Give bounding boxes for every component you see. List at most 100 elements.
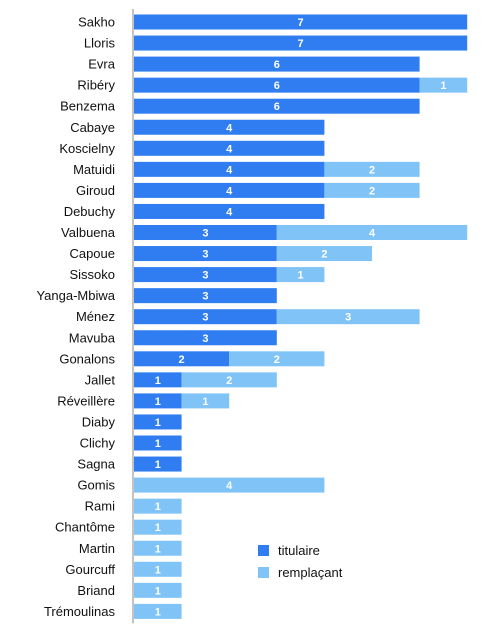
bar-value-label: 7 <box>298 17 304 29</box>
bar-value-label: 1 <box>155 438 161 450</box>
bar-value-label: 1 <box>155 585 161 597</box>
bar-value-label: 1 <box>440 80 446 92</box>
player-label: Martin <box>79 541 115 556</box>
player-label: Gourcuff <box>65 562 115 577</box>
bar-value-label: 1 <box>155 396 161 408</box>
legend-label-titulaire: titulaire <box>278 543 320 558</box>
player-label: Koscielny <box>59 141 115 156</box>
player-label: Benzema <box>60 99 116 114</box>
bar-value-label: 4 <box>226 480 233 492</box>
bar-value-label: 2 <box>369 185 375 197</box>
bar-value-label: 4 <box>226 143 233 155</box>
player-label: Rami <box>85 499 115 514</box>
bar-titulaire <box>134 35 468 51</box>
bar-remplacant <box>134 477 325 493</box>
bar-titulaire <box>134 330 277 346</box>
bar-value-label: 1 <box>155 564 161 576</box>
bar-value-label: 6 <box>274 101 280 113</box>
bar-titulaire <box>134 77 420 93</box>
bar-value-label: 2 <box>274 354 280 366</box>
bar-titulaire <box>134 246 277 262</box>
bar-remplacant <box>134 582 182 598</box>
bar-titulaire <box>134 119 325 135</box>
bar-value-label: 2 <box>179 354 185 366</box>
bar-titulaire <box>134 456 182 472</box>
player-label: Cabaye <box>70 120 115 135</box>
bar-value-label: 1 <box>155 459 161 471</box>
bar-value-label: 4 <box>226 206 233 218</box>
bar-titulaire <box>134 56 420 72</box>
bar-value-label: 2 <box>321 249 327 261</box>
bar-value-labels: 7 7 6 6 1 6 4 4 4 2 4 2 4 3 4 3 2 3 1 3 3 3 3 2 2 1 2 1 1 1 1 1 4 1 1 1 1 1 1 <box>155 17 447 618</box>
bar-titulaire <box>134 309 277 325</box>
bar-value-label: 4 <box>226 185 233 197</box>
bar-value-label: 1 <box>298 270 304 282</box>
bar-value-label: 3 <box>202 333 208 345</box>
player-label: Capoue <box>69 246 115 261</box>
legend-swatch-remplacant <box>258 567 269 578</box>
bar-titulaire <box>134 140 325 156</box>
player-label: Chantôme <box>55 520 115 535</box>
bar-titulaire <box>134 98 420 114</box>
player-label: Réveillère <box>57 393 115 408</box>
bar-remplacant <box>181 393 230 409</box>
bar-value-label: 1 <box>155 522 161 534</box>
player-label: Yanga-Mbiwa <box>36 288 115 303</box>
bar-titulaire <box>134 161 325 177</box>
bar-remplacant <box>229 351 325 367</box>
player-label: Diaby <box>82 414 116 429</box>
bar-titulaire <box>134 288 277 304</box>
bar-remplacant <box>324 182 420 198</box>
bar-remplacant <box>134 519 182 535</box>
bar-titulaire <box>134 203 325 219</box>
player-label: Ribéry <box>77 78 115 93</box>
bars <box>134 14 468 619</box>
bar-titulaire <box>134 351 230 367</box>
bar-remplacant <box>419 77 468 93</box>
bar-remplacant <box>134 561 182 577</box>
bar-titulaire <box>134 225 277 240</box>
bar-value-label: 1 <box>202 396 208 408</box>
bar-remplacant <box>324 161 420 177</box>
bar-value-label: 1 <box>155 375 161 387</box>
bar-value-label: 6 <box>274 59 280 71</box>
player-label: Clichy <box>80 436 116 451</box>
legend: titulaire remplaçant <box>258 543 343 580</box>
bar-value-label: 3 <box>202 312 208 324</box>
bar-titulaire <box>134 372 182 388</box>
player-label: Trémoulinas <box>44 604 116 619</box>
bar-remplacant <box>181 372 277 388</box>
bar-remplacant <box>276 309 420 325</box>
bar-value-label: 6 <box>274 80 280 92</box>
player-label: Sissoko <box>69 267 115 282</box>
player-label: Gonalons <box>59 351 115 366</box>
player-label: Jallet <box>85 372 116 387</box>
bar-value-label: 3 <box>202 228 208 240</box>
bar-value-label: 3 <box>202 291 208 303</box>
bar-value-label: 2 <box>369 164 375 176</box>
player-label: Matuidi <box>73 162 115 177</box>
bar-value-label: 3 <box>202 249 208 261</box>
player-label: Briand <box>77 583 115 598</box>
bar-remplacant <box>276 267 325 283</box>
bar-titulaire <box>134 14 468 30</box>
bar-titulaire <box>134 267 277 283</box>
bar-value-label: 7 <box>298 38 304 50</box>
bar-value-label: 1 <box>155 417 161 429</box>
bar-remplacant <box>134 498 182 514</box>
bar-value-label: 3 <box>345 312 351 324</box>
bar-value-label: 4 <box>226 122 233 134</box>
bar-titulaire <box>134 182 325 198</box>
bar-titulaire <box>134 393 182 409</box>
bar-titulaire <box>134 414 182 430</box>
player-label: Giroud <box>76 183 115 198</box>
player-label: Mavuba <box>69 330 116 345</box>
player-label: Debuchy <box>64 204 116 219</box>
player-label: Sagna <box>77 457 115 472</box>
player-labels: Sakho Lloris Evra Ribéry Benzema Cabaye Koscie… <box>36 15 115 619</box>
bar-remplacant <box>276 246 372 262</box>
player-label: Ménez <box>76 309 115 324</box>
bar-remplacant <box>134 540 182 556</box>
player-label: Gomis <box>77 478 115 493</box>
